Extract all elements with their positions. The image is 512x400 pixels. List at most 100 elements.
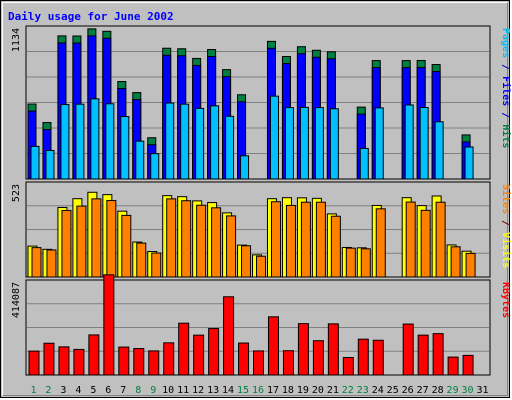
day-label: 8	[135, 385, 141, 396]
y-max-label-visits: 523	[11, 184, 22, 202]
bar-sites	[405, 201, 416, 278]
day-label: 28	[432, 385, 444, 396]
bar-sites	[300, 201, 311, 278]
day-label: 9	[150, 385, 156, 396]
day-label: 2	[45, 385, 51, 396]
bar-kbytes	[327, 323, 339, 376]
bar-sites	[181, 200, 192, 278]
bar-pages	[135, 140, 145, 180]
panel-visits: 523 Sites / Visits	[11, 181, 511, 278]
bar-sites	[450, 246, 461, 278]
bar-pages	[329, 108, 339, 180]
bar-pages	[464, 146, 474, 180]
bar-sites	[435, 201, 446, 278]
legend-kbytes: KBytes	[500, 282, 511, 318]
chart-title: Daily usage for June 2002	[8, 10, 174, 23]
bar-kbytes	[402, 323, 414, 376]
bar-sites	[465, 252, 476, 278]
bar-pages	[374, 107, 384, 180]
bar-sites	[420, 209, 431, 278]
bar-pages	[90, 98, 100, 180]
bar-pages	[434, 121, 444, 180]
bar-sites	[345, 247, 356, 278]
bar-sites	[330, 215, 341, 278]
bar-kbytes	[447, 356, 459, 376]
bar-sites	[196, 204, 207, 278]
day-label: 23	[357, 385, 369, 396]
day-label: 14	[222, 385, 234, 396]
day-label: 26	[402, 385, 414, 396]
bar-sites	[166, 198, 177, 278]
bar-kbytes	[432, 333, 444, 376]
bar-sites	[106, 200, 117, 278]
bar-pages	[60, 104, 70, 180]
bar-pages	[210, 105, 220, 180]
bar-pages	[30, 145, 40, 180]
bar-kbytes	[73, 348, 85, 376]
day-label: 22	[342, 385, 354, 396]
bar-kbytes	[178, 322, 190, 376]
legend-visits: Sites / Visits	[500, 184, 511, 268]
day-label: 27	[417, 385, 429, 396]
day-label: 16	[252, 385, 264, 396]
bar-sites	[61, 210, 72, 278]
bar-kbytes	[28, 350, 40, 376]
day-label: 17	[267, 385, 279, 396]
bar-sites	[256, 255, 267, 278]
day-label: 21	[327, 385, 339, 396]
day-label: 3	[60, 385, 66, 396]
bar-sites	[136, 242, 147, 278]
bar-kbytes	[43, 342, 55, 376]
bar-sites	[241, 245, 252, 278]
day-label: 7	[120, 385, 126, 396]
x-axis-day-labels: 1 2 3 4 5 6 7 8 9 10 11 12 13 14 15 16 17 18 19 20 21 22 23 24 2…	[30, 385, 488, 396]
bar-sites	[46, 249, 57, 278]
panel-hits: 1134 Pages / Files / Hits	[11, 25, 511, 180]
legend-part: KBytes	[500, 282, 511, 318]
day-label: 10	[162, 385, 174, 396]
bar-pages	[120, 116, 130, 180]
bar-kbytes	[312, 340, 324, 376]
legend-part: /	[500, 214, 511, 232]
bar-kbytes	[267, 316, 279, 376]
bar-sites	[76, 205, 87, 278]
legend-part: Sites	[500, 184, 511, 214]
day-label: 5	[90, 385, 96, 396]
legend-part: Pages	[500, 28, 511, 58]
bar-kbytes	[58, 346, 70, 376]
bar-pages	[314, 107, 324, 180]
bar-kbytes	[103, 274, 115, 376]
bar-sites	[226, 215, 237, 278]
day-label: 1	[30, 385, 36, 396]
bar-sites	[360, 248, 371, 278]
bar-pages	[105, 103, 115, 180]
panel-kbytes: 414087 KBytes	[11, 274, 511, 376]
day-label: 4	[75, 385, 81, 396]
bar-pages	[269, 95, 279, 180]
bar-pages	[359, 147, 369, 180]
day-label: 31	[476, 385, 488, 396]
bar-pages	[240, 155, 250, 180]
day-label: 30	[462, 385, 474, 396]
day-label: 6	[105, 385, 111, 396]
bar-kbytes	[163, 342, 175, 376]
bar-pages	[75, 103, 85, 180]
bar-kbytes	[357, 338, 369, 376]
bar-kbytes	[223, 296, 235, 376]
bar-pages	[284, 107, 294, 180]
day-label: 18	[282, 385, 294, 396]
bar-kbytes	[462, 354, 474, 376]
bar-kbytes	[88, 334, 100, 376]
bar-pages	[45, 149, 55, 180]
bar-pages	[150, 153, 160, 180]
bar-sites	[91, 198, 102, 278]
bar-kbytes	[342, 357, 354, 376]
legend-part: /	[500, 58, 511, 76]
legend-part: Hits	[500, 124, 511, 148]
day-label: 19	[297, 385, 309, 396]
bar-kbytes	[417, 334, 429, 376]
bar-kbytes	[282, 350, 294, 376]
day-label: 20	[312, 385, 324, 396]
bar-sites	[315, 201, 326, 278]
